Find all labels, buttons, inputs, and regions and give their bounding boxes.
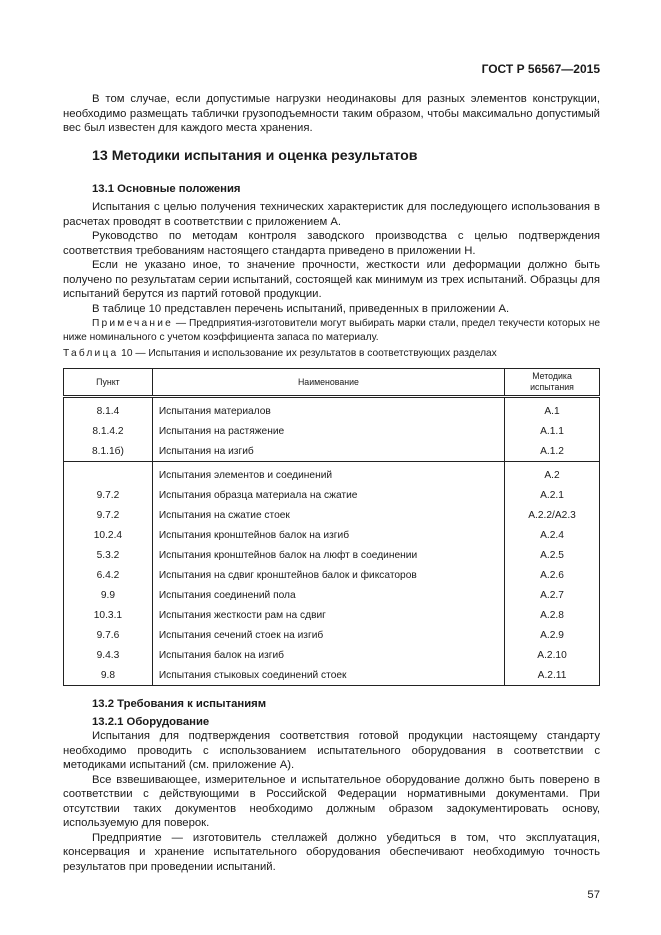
method-cell: A.2.11 — [504, 665, 600, 686]
method-cell: A.2.8 — [504, 605, 600, 625]
method-cell: A.2.6 — [504, 565, 600, 585]
document-header: ГОСТ Р 56567—2015 — [481, 62, 600, 76]
table-row: 8.1.4 Испытания материалов A.1 — [63, 396, 600, 421]
name-cell: Испытания соединений пола — [151, 585, 506, 605]
method-cell: A.2 — [504, 461, 600, 485]
section-13-2-title: 13.2 Требования к испытаниям — [92, 698, 267, 710]
name-cell: Испытания на сдвиг кронштейнов балок и ф… — [151, 565, 506, 585]
punkt-cell: 8.1.1б) — [63, 441, 153, 462]
table-row: 8.1.4.2 Испытания на растяжение A.1.1 — [63, 421, 600, 441]
paragraph: Все взвешивающее, измерительное и испыта… — [63, 773, 600, 830]
paragraph: Если не указано иное, то значение прочно… — [63, 259, 600, 300]
paragraph: Руководство по методам контроля заводско… — [63, 230, 600, 257]
note-text: — Предприятия-изготовители могут выбират… — [63, 318, 600, 343]
table-caption-label: Таблица — [63, 348, 119, 359]
table-caption-text: 10 — Испытания и использование их резуль… — [118, 348, 497, 359]
header-method: Методика испытания — [504, 368, 600, 398]
table-row: 8.1.1б) Испытания на изгиб A.1.2 — [63, 441, 600, 462]
table-row: 10.2.4 Испытания кронштейнов балок на изг… — [63, 525, 600, 545]
header-name: Наименование — [151, 368, 506, 398]
method-cell: A.2.9 — [504, 625, 600, 645]
name-cell: Испытания балок на изгиб — [151, 645, 506, 665]
method-cell: A.2.4 — [504, 525, 600, 545]
method-cell: A.1 — [504, 396, 600, 421]
punkt-cell: 5.3.2 — [63, 545, 153, 565]
name-cell: Испытания жесткости рам на сдвиг — [151, 605, 506, 625]
paragraph: Предприятие — изготовитель стеллажей дол… — [63, 831, 600, 873]
punkt-cell: 9.9 — [63, 585, 153, 605]
table-row: Испытания элементов и соединений A.2 — [63, 461, 600, 485]
table-row: 10.3.1 Испытания жесткости рам на сдвиг A.… — [63, 605, 600, 625]
punkt-cell: 8.1.4 — [63, 396, 153, 421]
section-13-title: 13 Методики испытания и оценка результат… — [92, 147, 418, 164]
punkt-cell: 10.3.1 — [63, 605, 153, 625]
header-punkt: Пункт — [63, 368, 153, 398]
tests-table: Пункт Наименование Методика испытания 8.… — [63, 368, 600, 686]
table-row: 9.4.3 Испытания балок на изгиб A.2.10 — [63, 645, 600, 665]
table-row: 5.3.2 Испытания кронштейнов балок на люфт… — [63, 545, 600, 565]
section-13-2-1-title: 13.2.1 Оборудование — [92, 715, 210, 728]
table-row: 9.7.2 Испытания на сжатие стоек A.2.2/A2.3 — [63, 505, 600, 525]
punkt-cell: 10.2.4 — [63, 525, 153, 545]
page-number: 57 — [587, 889, 600, 901]
punkt-cell: 9.7.2 — [63, 485, 153, 505]
table-row: 9.9 Испытания соединений пола A.2.7 — [63, 585, 600, 605]
note-label: Примечание — [92, 318, 173, 329]
table-row: 9.7.2 Испытания образца материала на сжат… — [63, 485, 600, 505]
method-cell: A.2.10 — [504, 645, 600, 665]
note: Примечание — Предприятия-изготовители мо… — [63, 317, 600, 345]
page-body: В том случае, если допустимые нагрузки н… — [63, 92, 600, 902]
name-cell: Испытания на изгиб — [151, 441, 506, 462]
name-cell: Испытания материалов — [151, 396, 506, 421]
punkt-cell: 9.7.6 — [63, 625, 153, 645]
method-cell: A.2.5 — [504, 545, 600, 565]
table-row: 9.8 Испытания стыковых соединений стоек A.… — [63, 665, 600, 686]
name-cell: Испытания образца материала на сжатие — [151, 485, 506, 505]
table-row: 9.7.6 Испытания сечений стоек на изгиб A.2… — [63, 625, 600, 645]
paragraph: В таблице 10 представлен перечень испыта… — [92, 302, 510, 315]
paragraph: Испытания для подтверждения соответствия… — [63, 730, 600, 771]
method-cell: A.2.7 — [504, 585, 600, 605]
name-cell: Испытания элементов и соединений — [151, 461, 506, 485]
table-row: 6.4.2 Испытания на сдвиг кронштейнов бало… — [63, 565, 600, 585]
intro-paragraph: В том случае, если допустимые нагрузки н… — [63, 93, 600, 134]
name-cell: Испытания на сжатие стоек — [151, 505, 506, 525]
section-13-1-title: 13.1 Основные положения — [92, 182, 241, 195]
punkt-cell: 6.4.2 — [63, 565, 153, 585]
punkt-cell: 9.4.3 — [63, 645, 153, 665]
name-cell: Испытания сечений стоек на изгиб — [151, 625, 506, 645]
name-cell: Испытания стыковых соединений стоек — [151, 665, 506, 686]
punkt-cell — [63, 461, 153, 485]
method-cell: A.1.1 — [504, 421, 600, 441]
punkt-cell: 9.7.2 — [63, 505, 153, 525]
name-cell: Испытания на растяжение — [151, 421, 506, 441]
name-cell: Испытания кронштейнов балок на люфт в со… — [151, 545, 506, 565]
paragraph: Испытания с целью получения технических … — [63, 201, 600, 228]
table-header-row: Пункт Наименование Методика испытания — [63, 368, 600, 398]
name-cell: Испытания кронштейнов балок на изгиб — [151, 525, 506, 545]
method-cell: A.2.1 — [504, 485, 600, 505]
punkt-cell: 8.1.4.2 — [63, 421, 153, 441]
method-cell: A.1.2 — [504, 441, 600, 462]
punkt-cell: 9.8 — [63, 665, 153, 686]
method-cell: A.2.2/A2.3 — [504, 505, 600, 525]
table-caption: Таблица 10 — Испытания и использование и… — [63, 347, 600, 361]
